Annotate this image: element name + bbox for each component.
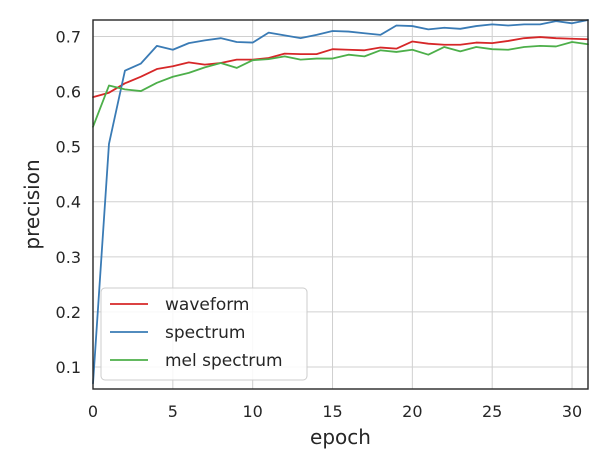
x-axis-label: epoch xyxy=(310,425,371,449)
y-tick-labels: 0.1 0.2 0.3 0.4 0.5 0.6 0.7 xyxy=(56,28,81,377)
x-tick-label: 0 xyxy=(88,402,98,421)
x-tick-label: 25 xyxy=(482,402,502,421)
grid-lines xyxy=(92,20,588,389)
y-tick-label: 0.5 xyxy=(56,138,81,157)
y-tick-label: 0.3 xyxy=(56,248,81,267)
legend-entry: spectrum xyxy=(165,323,245,343)
x-tick-labels: 0 5 10 15 20 25 30 xyxy=(88,402,582,421)
legend-entry: mel spectrum xyxy=(165,351,283,371)
legend-entry: waveform xyxy=(165,295,249,315)
y-tick-label: 0.4 xyxy=(56,193,81,212)
y-tick-label: 0.2 xyxy=(56,303,81,322)
series-line-waveform xyxy=(92,36,589,99)
x-tick-label: 15 xyxy=(322,402,342,421)
x-tick-label: 30 xyxy=(562,402,582,421)
x-tick-label: 10 xyxy=(242,402,262,421)
legend-box xyxy=(100,287,308,381)
x-tick-label: 5 xyxy=(168,402,178,421)
y-axis-label: precision xyxy=(20,159,44,249)
legend: waveform spectrum mel spectrum xyxy=(100,287,308,381)
y-tick-label: 0.6 xyxy=(56,83,81,102)
y-tick-label: 0.1 xyxy=(56,358,81,377)
plot-frame xyxy=(92,19,589,390)
series-line-spectrum xyxy=(92,19,589,385)
y-tick-label: 0.7 xyxy=(56,28,81,47)
series-line-mel-spectrum xyxy=(92,41,589,128)
x-tick-label: 20 xyxy=(402,402,422,421)
series-lines xyxy=(92,19,589,385)
